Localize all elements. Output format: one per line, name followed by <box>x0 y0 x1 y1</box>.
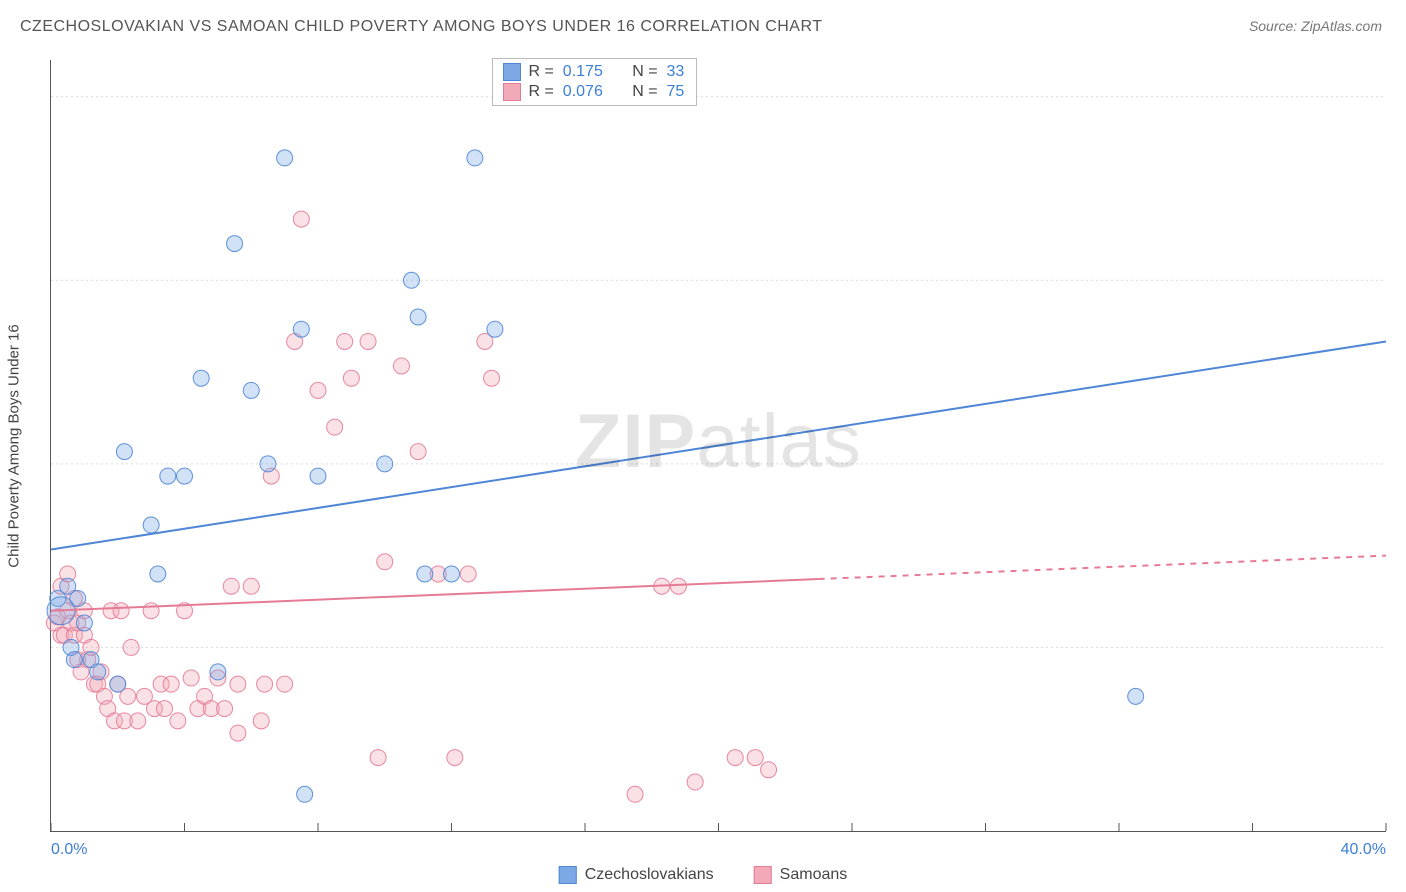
legend-top: R = 0.175 N = 33 R = 0.076 N = 75 <box>492 58 698 106</box>
y-axis-title: Child Poverty Among Boys Under 16 <box>6 324 23 567</box>
scatter-point-czech <box>293 321 309 337</box>
scatter-point-samoan <box>727 750 743 766</box>
scatter-point-czech <box>110 676 126 692</box>
scatter-point-samoan <box>687 774 703 790</box>
scatter-point-samoan <box>243 578 259 594</box>
scatter-point-czech <box>410 309 426 325</box>
scatter-point-samoan <box>447 750 463 766</box>
y-tick-label: 45.0% <box>1396 271 1406 289</box>
legend-bottom: Czechoslovakians Samoans <box>559 866 848 884</box>
scatter-point-czech <box>1128 688 1144 704</box>
scatter-point-czech <box>160 468 176 484</box>
legend-bottom-item: Czechoslovakians <box>559 866 714 884</box>
scatter-point-samoan <box>310 382 326 398</box>
scatter-point-czech <box>417 566 433 582</box>
legend-swatch <box>754 866 772 884</box>
scatter-point-czech <box>377 456 393 472</box>
legend-bottom-item: Samoans <box>754 866 848 884</box>
scatter-point-samoan <box>410 444 426 460</box>
scatter-point-samoan <box>123 639 139 655</box>
plot-svg <box>51 60 1386 831</box>
scatter-point-czech <box>277 150 293 166</box>
scatter-point-samoan <box>747 750 763 766</box>
scatter-point-samoan <box>257 676 273 692</box>
scatter-point-samoan <box>293 211 309 227</box>
scatter-point-samoan <box>670 578 686 594</box>
legend-swatch <box>559 866 577 884</box>
scatter-point-czech <box>310 468 326 484</box>
scatter-point-samoan <box>337 333 353 349</box>
legend-bottom-label: Czechoslovakians <box>585 866 714 884</box>
scatter-point-samoan <box>170 713 186 729</box>
scatter-point-samoan <box>627 786 643 802</box>
source-label: Source: ZipAtlas.com <box>1249 18 1382 34</box>
scatter-point-czech <box>444 566 460 582</box>
scatter-point-samoan <box>130 713 146 729</box>
scatter-point-samoan <box>460 566 476 582</box>
scatter-point-samoan <box>230 725 246 741</box>
scatter-point-samoan <box>393 358 409 374</box>
scatter-point-samoan <box>143 603 159 619</box>
scatter-point-czech <box>487 321 503 337</box>
scatter-point-czech <box>193 370 209 386</box>
scatter-plot: ZIPatlas R = 0.175 N = 33R = 0.076 N = 7… <box>50 60 1386 832</box>
scatter-point-czech <box>66 652 82 668</box>
scatter-point-samoan <box>230 676 246 692</box>
scatter-point-samoan <box>360 333 376 349</box>
y-tick-label: 60.0% <box>1396 88 1406 106</box>
scatter-point-samoan <box>761 762 777 778</box>
scatter-point-samoan <box>163 676 179 692</box>
legend-swatch <box>503 63 521 81</box>
scatter-point-czech <box>150 566 166 582</box>
scatter-point-czech <box>116 444 132 460</box>
scatter-point-czech <box>70 590 86 606</box>
y-tick-label: 30.0% <box>1396 455 1406 473</box>
legend-top-row: R = 0.076 N = 75 <box>503 83 685 101</box>
scatter-point-samoan <box>156 701 172 717</box>
chart-title: CZECHOSLOVAKIAN VS SAMOAN CHILD POVERTY … <box>20 18 823 36</box>
x-tick-label: 0.0% <box>51 841 87 859</box>
scatter-point-samoan <box>253 713 269 729</box>
scatter-point-samoan <box>217 701 233 717</box>
legend-bottom-label: Samoans <box>780 866 848 884</box>
scatter-point-czech <box>403 272 419 288</box>
y-tick-label: 15.0% <box>1396 638 1406 656</box>
scatter-point-czech <box>90 664 106 680</box>
scatter-point-czech <box>227 236 243 252</box>
scatter-point-samoan <box>370 750 386 766</box>
legend-top-row: R = 0.175 N = 33 <box>503 63 685 81</box>
scatter-point-czech <box>210 664 226 680</box>
scatter-point-czech <box>243 382 259 398</box>
scatter-point-samoan <box>277 676 293 692</box>
scatter-point-samoan <box>484 370 500 386</box>
scatter-point-samoan <box>183 670 199 686</box>
scatter-point-samoan <box>343 370 359 386</box>
scatter-point-czech <box>177 468 193 484</box>
scatter-point-samoan <box>223 578 239 594</box>
scatter-point-samoan <box>377 554 393 570</box>
scatter-point-czech <box>143 517 159 533</box>
legend-swatch <box>503 83 521 101</box>
scatter-point-czech <box>467 150 483 166</box>
scatter-point-samoan <box>113 603 129 619</box>
scatter-point-czech <box>76 615 92 631</box>
x-tick-label: 40.0% <box>1341 841 1386 859</box>
scatter-point-samoan <box>327 419 343 435</box>
scatter-point-czech <box>260 456 276 472</box>
scatter-point-czech <box>297 786 313 802</box>
